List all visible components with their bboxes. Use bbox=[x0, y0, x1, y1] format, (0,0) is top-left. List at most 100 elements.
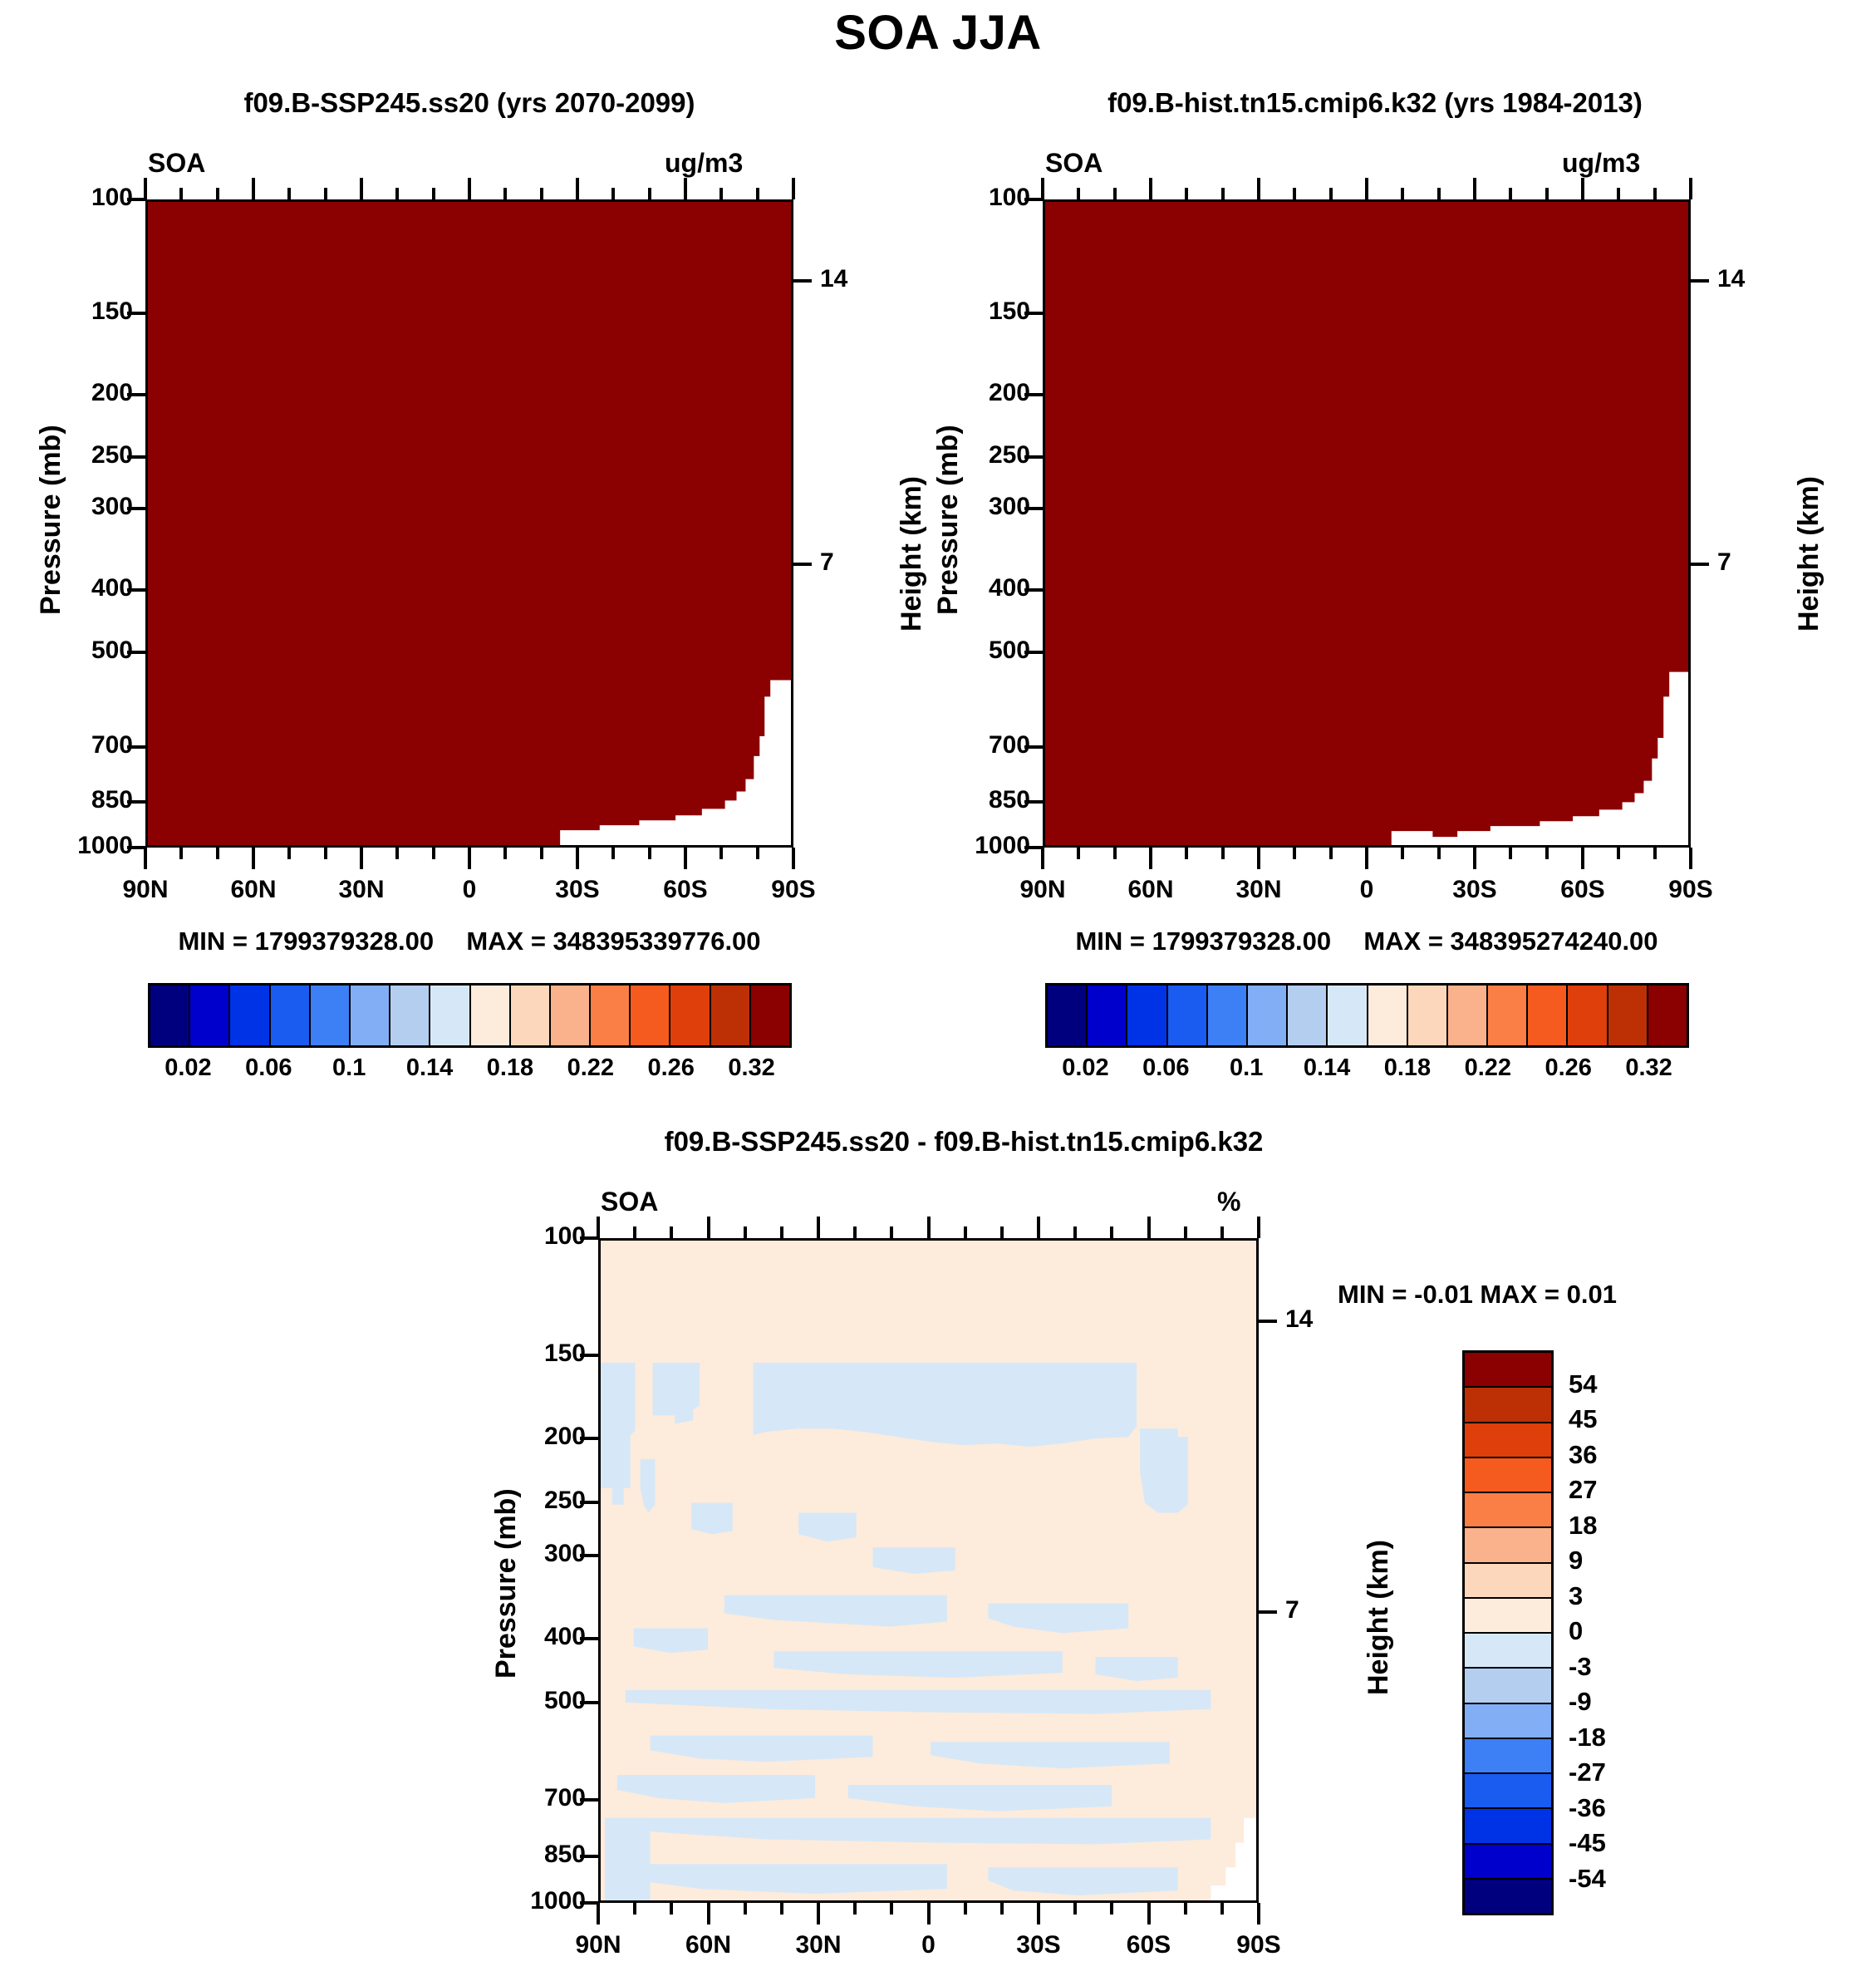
lat-tick-mark-30S-top-left bbox=[576, 848, 579, 869]
colorbar-cell-top-left-2 bbox=[230, 986, 271, 1045]
top-tick-mark-bottom-3 bbox=[926, 1217, 931, 1238]
height-tick-label-7-top-left: 7 bbox=[820, 548, 834, 576]
lat-minor-tick-bottom-3-1 bbox=[963, 1903, 967, 1915]
pressure-tick-mark-100-top-right bbox=[1024, 198, 1043, 201]
pressure-tick-mark-300-bottom bbox=[580, 1553, 598, 1557]
lat-minor-tick-top-right-4-2 bbox=[1545, 848, 1549, 859]
pressure-tick-label-1000-bottom: 1000 bbox=[530, 1887, 586, 1915]
pressure-tick-mark-100-top-left bbox=[127, 198, 145, 201]
y-axis-label-top-left: Pressure (mb) bbox=[35, 425, 66, 615]
lat-tick-mark-0-top-left bbox=[468, 848, 471, 869]
pressure-tick-mark-1000-bottom bbox=[580, 1901, 598, 1905]
height-axis-label-bottom: Height (km) bbox=[1363, 1540, 1394, 1695]
pressure-tick-mark-250-top-left bbox=[127, 455, 145, 460]
lat-minor-tick-top-left-3-1 bbox=[503, 848, 508, 859]
top-minor-tick-top-right-3-2 bbox=[1436, 188, 1441, 199]
heatmap-top-right bbox=[1045, 202, 1688, 845]
colorbar-tick-label-top-right-0.22: 0.22 bbox=[1464, 1054, 1512, 1081]
lat-tick-label-30N-top-left: 30N bbox=[338, 876, 385, 903]
height-tick-mark-14-top-right bbox=[1691, 278, 1709, 283]
colorbar-cell-difference-2 bbox=[1465, 1423, 1551, 1458]
lat-minor-tick-bottom-3-2 bbox=[999, 1903, 1004, 1915]
top-minor-tick-top-right-1-1 bbox=[1185, 188, 1189, 199]
lat-tick-mark-30S-bottom bbox=[1037, 1903, 1040, 1924]
colorbar-cell-difference-14 bbox=[1465, 1844, 1551, 1880]
pressure-tick-mark-1000-top-right bbox=[1024, 846, 1043, 849]
top-tick-mark-top-left-3 bbox=[468, 178, 471, 199]
lat-tick-mark-0-top-right bbox=[1365, 848, 1368, 869]
colorbar-tick-label-top-right-0.32: 0.32 bbox=[1625, 1054, 1672, 1081]
colorbar-tick-label-top-right-0.14: 0.14 bbox=[1303, 1054, 1351, 1081]
top-minor-tick-top-right-5-2 bbox=[1653, 188, 1657, 199]
colorbar-cell-top-left-5 bbox=[350, 986, 391, 1045]
colorbar-cell-difference-1 bbox=[1465, 1388, 1551, 1423]
pressure-tick-label-700-top-left: 700 bbox=[91, 731, 133, 759]
pressure-tick-label-300-top-left: 300 bbox=[91, 493, 133, 521]
colorbar-tick-label-top-left-0.22: 0.22 bbox=[567, 1054, 615, 1081]
top-tick-mark-top-left-0 bbox=[144, 178, 147, 199]
pressure-tick-label-300-bottom: 300 bbox=[543, 1539, 586, 1567]
pressure-tick-mark-100-bottom bbox=[580, 1236, 598, 1240]
lat-minor-tick-bottom-4-1 bbox=[1073, 1903, 1078, 1915]
pressure-tick-label-400-top-right: 400 bbox=[988, 573, 1030, 602]
top-minor-tick-top-left-2-2 bbox=[431, 188, 435, 199]
pressure-tick-mark-850-top-right bbox=[1024, 799, 1043, 804]
pressure-tick-mark-500-top-left bbox=[127, 651, 145, 655]
pressure-tick-mark-850-bottom bbox=[580, 1854, 598, 1858]
top-minor-tick-bottom-0-2 bbox=[670, 1226, 674, 1238]
top-minor-tick-bottom-5-2 bbox=[1220, 1226, 1224, 1238]
colorbar-tick-label-top-left-0.02: 0.02 bbox=[165, 1054, 212, 1081]
lat-minor-tick-bottom-2-1 bbox=[853, 1903, 857, 1915]
top-minor-tick-bottom-0-1 bbox=[633, 1226, 637, 1238]
colorbar-tick-label-top-right-0.18: 0.18 bbox=[1383, 1054, 1432, 1081]
colorbar-difference-tick-0: 0 bbox=[1569, 1616, 1584, 1645]
colorbar-cell-top-left-13 bbox=[670, 986, 711, 1045]
pressure-tick-label-300-top-right: 300 bbox=[988, 493, 1030, 521]
lat-tick-label-30N-bottom: 30N bbox=[795, 1931, 842, 1959]
pressure-tick-mark-250-bottom bbox=[580, 1501, 598, 1505]
page-title: SOA JJA bbox=[834, 6, 1042, 60]
colorbar-tick-label-top-left-0.32: 0.32 bbox=[728, 1054, 775, 1081]
lat-tick-label-0-top-left: 0 bbox=[462, 876, 477, 903]
colorbar-tick-label-top-left-0.06: 0.06 bbox=[245, 1054, 292, 1081]
pressure-tick-label-200-top-left: 200 bbox=[91, 378, 133, 406]
colorbar-cell-top-left-15 bbox=[750, 986, 789, 1045]
colorbar-cell-difference-3 bbox=[1465, 1457, 1551, 1493]
pressure-tick-label-200-bottom: 200 bbox=[543, 1422, 586, 1450]
pressure-tick-label-100-bottom: 100 bbox=[543, 1222, 586, 1250]
lat-minor-tick-top-left-2-1 bbox=[395, 848, 400, 859]
top-minor-tick-bottom-5-1 bbox=[1183, 1226, 1187, 1238]
colorbar-cell-difference-5 bbox=[1465, 1528, 1551, 1564]
heatmap-bottom bbox=[601, 1241, 1256, 1900]
colorbar-cell-top-right-0 bbox=[1048, 986, 1088, 1045]
pressure-tick-label-150-top-right: 150 bbox=[988, 297, 1030, 326]
panel-title-bottom: f09.B-SSP245.ss20 - f09.B-hist.tn15.cmip… bbox=[664, 1126, 1264, 1157]
colorbar-cell-difference-8 bbox=[1465, 1634, 1551, 1669]
top-tick-mark-top-right-5 bbox=[1581, 178, 1584, 199]
top-tick-mark-top-right-4 bbox=[1473, 178, 1476, 199]
height-tick-mark-14-top-left bbox=[793, 278, 812, 283]
top-tick-mark-top-left-4 bbox=[576, 178, 579, 199]
lat-minor-tick-bottom-1-2 bbox=[779, 1903, 783, 1915]
lat-tick-label-60N-bottom: 60N bbox=[685, 1931, 732, 1959]
height-axis-label-top-right: Height (km) bbox=[1793, 476, 1824, 632]
pressure-tick-label-850-bottom: 850 bbox=[543, 1840, 586, 1868]
colorbar-tick-label-top-left-0.26: 0.26 bbox=[647, 1054, 695, 1081]
lat-tick-label-60S-top-left: 60S bbox=[663, 876, 708, 903]
colorbar-cell-top-right-5 bbox=[1247, 986, 1289, 1045]
pressure-tick-mark-200-top-right bbox=[1024, 392, 1043, 396]
pressure-tick-label-1000-top-right: 1000 bbox=[975, 832, 1030, 859]
pressure-tick-label-250-bottom: 250 bbox=[543, 1487, 586, 1515]
lat-tick-label-90N-bottom: 90N bbox=[575, 1931, 621, 1959]
lat-minor-tick-top-right-5-2 bbox=[1653, 848, 1657, 859]
colorbar-cell-top-right-9 bbox=[1407, 986, 1448, 1045]
lat-tick-label-0-top-right: 0 bbox=[1359, 876, 1374, 903]
pressure-tick-mark-700-bottom bbox=[580, 1798, 598, 1802]
colorbar-difference-tick-54: 54 bbox=[1569, 1369, 1598, 1398]
colorbar-cell-difference-7 bbox=[1465, 1598, 1551, 1634]
lat-tick-mark-90S-top-left bbox=[792, 848, 795, 869]
top-minor-tick-top-left-5-2 bbox=[755, 188, 759, 199]
top-minor-tick-top-left-5-1 bbox=[719, 188, 724, 199]
top-minor-tick-top-right-1-2 bbox=[1220, 188, 1225, 199]
lat-tick-mark-90N-top-left bbox=[144, 848, 147, 869]
